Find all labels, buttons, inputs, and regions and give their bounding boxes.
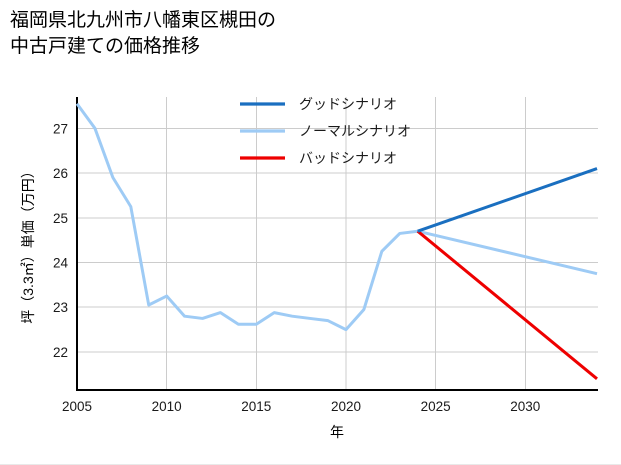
- x-tick-label: 2020: [331, 399, 361, 414]
- x-tick-label: 2025: [421, 399, 451, 414]
- legend-label[interactable]: ノーマルシナリオ: [299, 123, 411, 139]
- y-tick-label: 26: [53, 166, 68, 181]
- data-series: [75, 102, 598, 380]
- y-tick-label: 27: [53, 121, 68, 136]
- chart-title: 福岡県北九州市八幡東区槻田の 中古戸建ての価格推移: [10, 10, 277, 57]
- y-tick-label: 24: [53, 256, 69, 271]
- y-tick-label: 23: [53, 300, 68, 315]
- x-tick-label: 2005: [62, 399, 92, 414]
- x-axis-title: 年: [330, 424, 344, 440]
- y-axis-title: 坪（3.3㎡）単価（万円）: [20, 164, 36, 323]
- y-tick-label: 22: [53, 345, 68, 360]
- x-tick-label: 2010: [152, 399, 182, 414]
- series-line: [416, 230, 598, 380]
- axes-spines: [75, 97, 598, 392]
- legend-label[interactable]: バッドシナリオ: [299, 150, 397, 166]
- x-tick-label: 2015: [241, 399, 271, 414]
- legend-label[interactable]: グッドシナリオ: [299, 96, 397, 112]
- y-axis-ticks: 22 23 24 25 26 27: [53, 121, 69, 360]
- series-line: [417, 167, 598, 233]
- x-tick-label: 2030: [510, 399, 540, 414]
- series-line: [75, 102, 598, 332]
- x-axis-ticks: 2005 2010 2015 2020 2025 2030: [62, 399, 540, 414]
- y-tick-label: 25: [53, 211, 68, 226]
- gridlines: [77, 97, 598, 390]
